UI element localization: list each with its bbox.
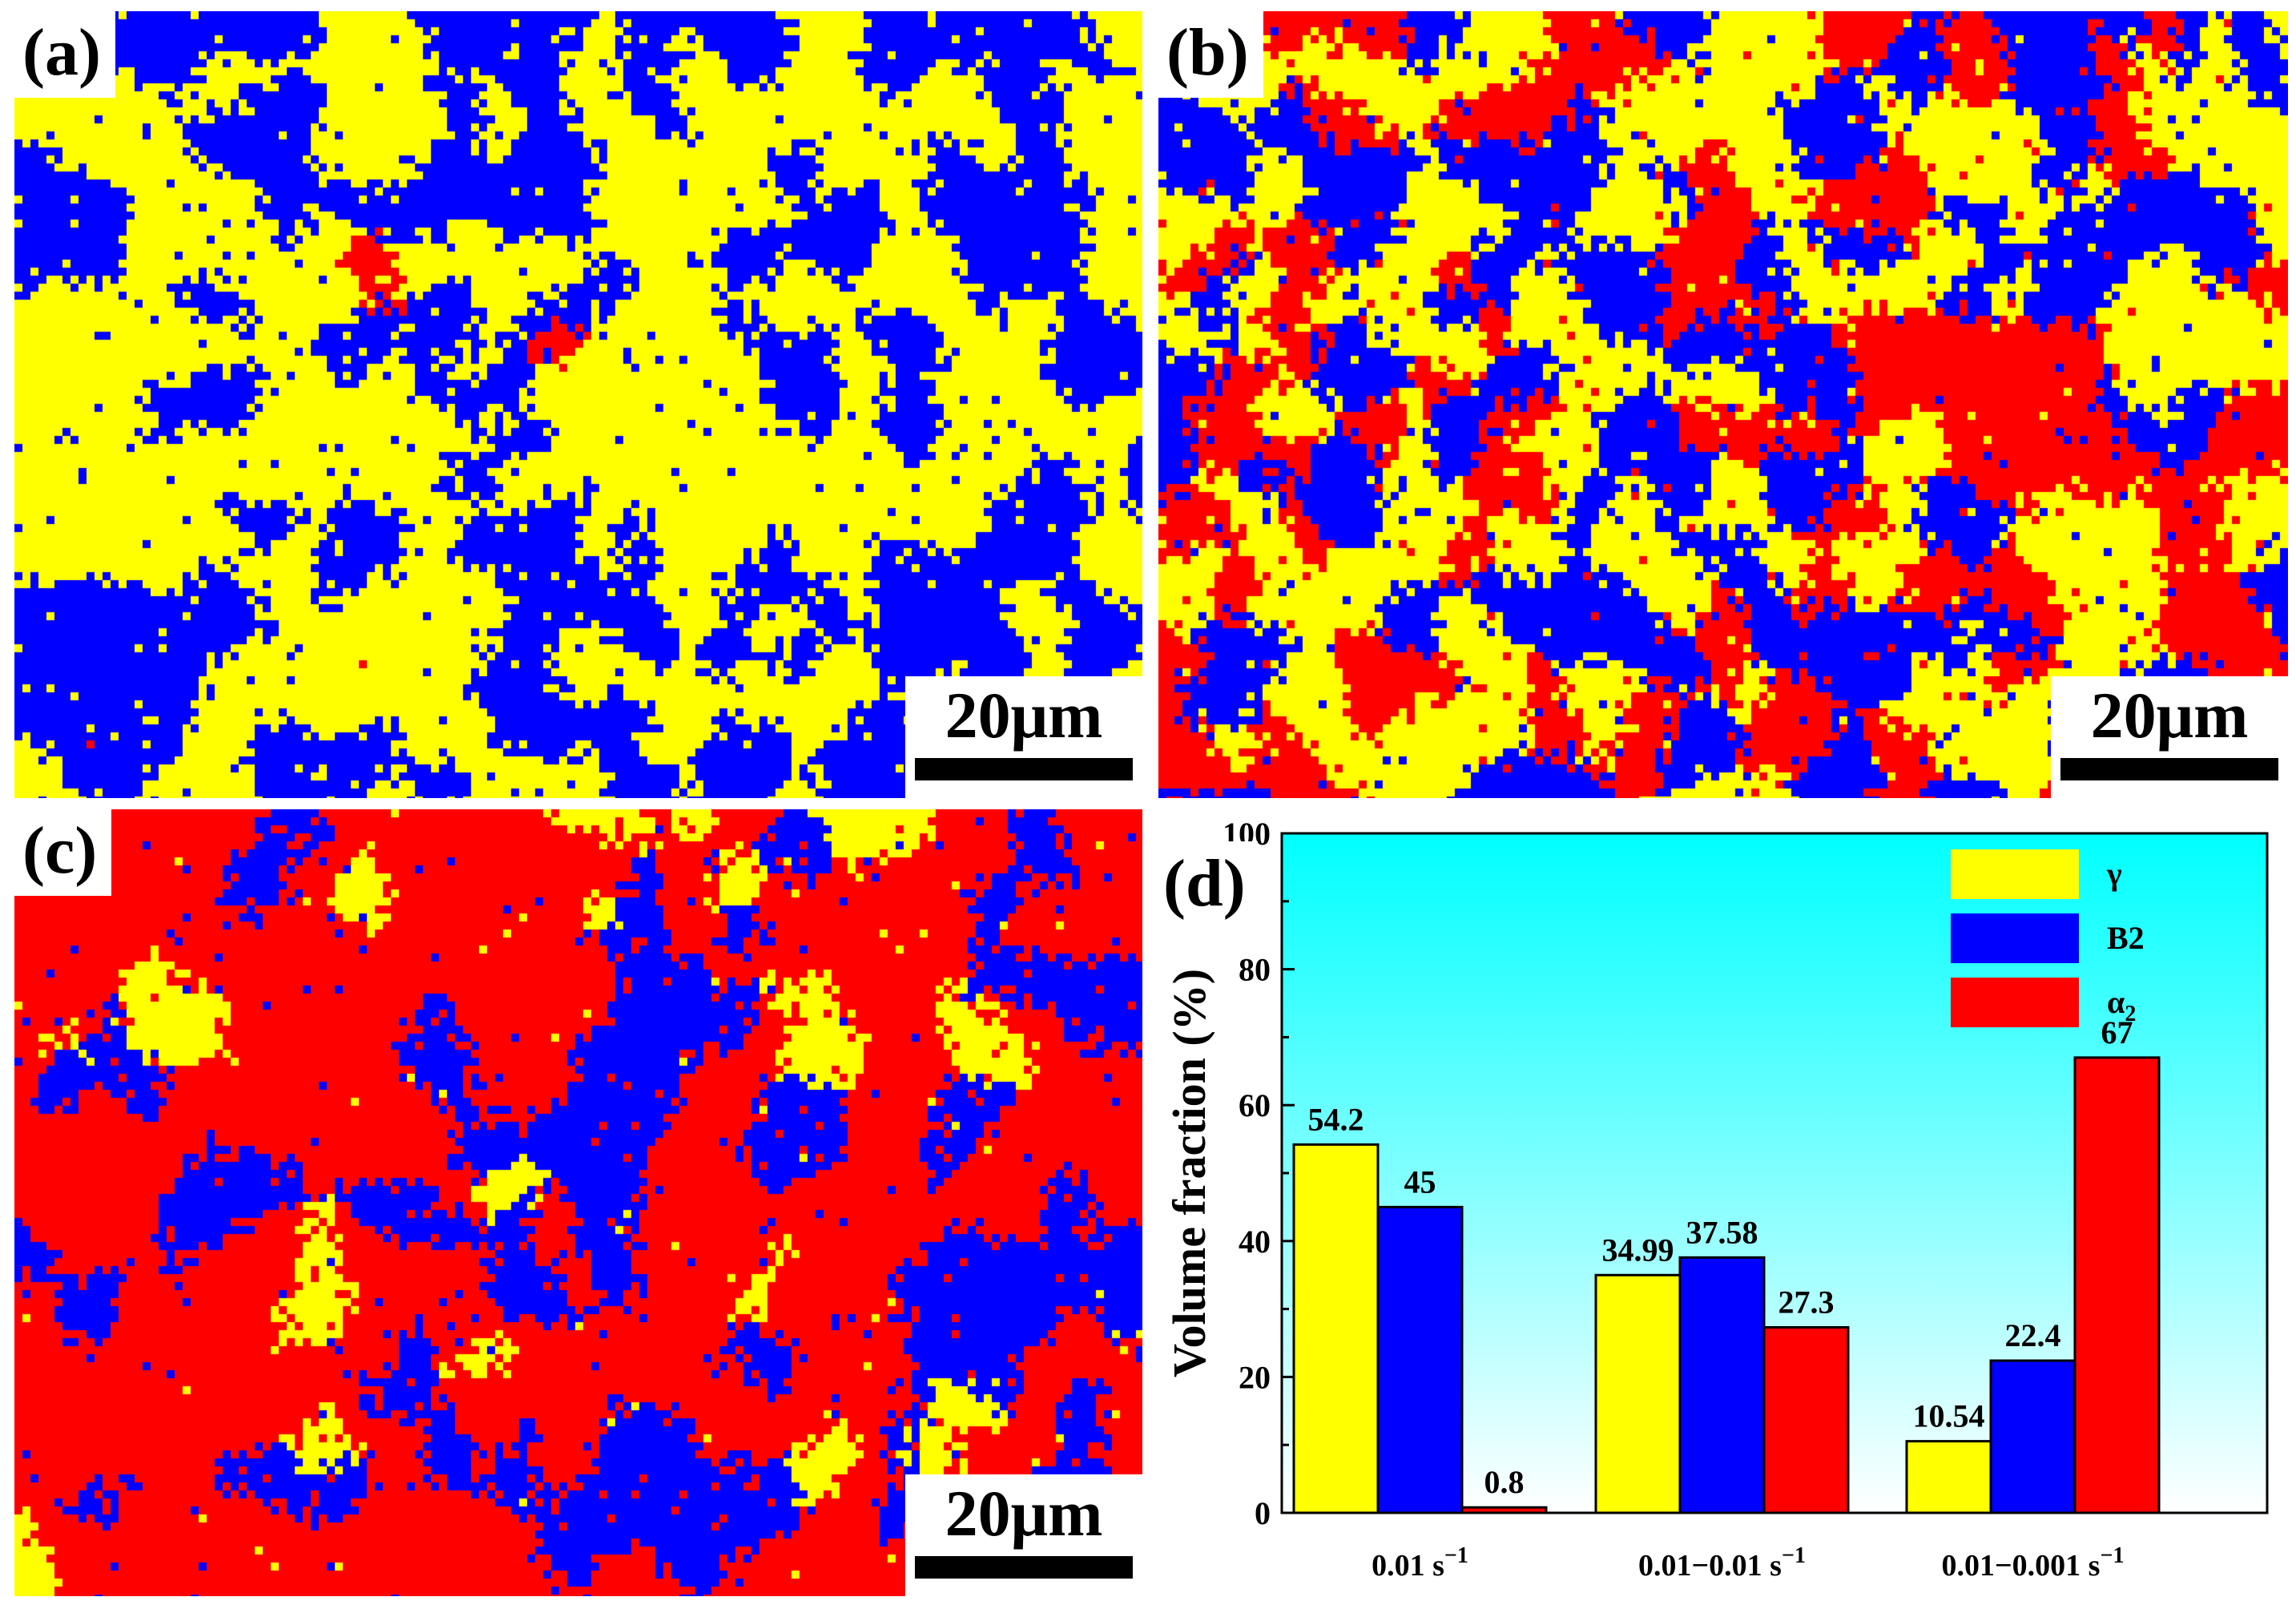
data-label: 34.99 bbox=[1602, 1232, 1674, 1268]
data-label: 37.58 bbox=[1686, 1214, 1758, 1250]
bar-1-2 bbox=[1989, 1359, 2076, 1514]
x-tick-label: 0.01−0.001 s−1 bbox=[1942, 1543, 2125, 1583]
scale-bar-text-a: 20μm bbox=[945, 679, 1103, 752]
legend-swatch bbox=[1951, 978, 2079, 1027]
x-tick-label-superscript: −1 bbox=[2100, 1543, 2124, 1568]
y-tick-label: 20 bbox=[1239, 1359, 1271, 1395]
y-tick-label: 40 bbox=[1239, 1224, 1271, 1260]
y-tick-label: 80 bbox=[1239, 952, 1271, 988]
data-label: 54.2 bbox=[1308, 1101, 1364, 1137]
data-label: 27.3 bbox=[1778, 1284, 1835, 1320]
scale-bar-b: 20μm bbox=[2051, 676, 2288, 798]
phase-map-image-c bbox=[14, 809, 1142, 1596]
data-label: 0.8 bbox=[1484, 1464, 1525, 1500]
bar-1-1 bbox=[1678, 1256, 1766, 1514]
data-label: 10.54 bbox=[1913, 1398, 1985, 1434]
data-label: 67 bbox=[2101, 1014, 2133, 1050]
x-tick-label-superscript: −1 bbox=[1782, 1543, 1806, 1568]
ebsd-map-b: (b) 20μm bbox=[1158, 11, 2288, 798]
ebsd-map-a: (a) 20μm bbox=[14, 11, 1142, 798]
legend-swatch bbox=[1951, 913, 2079, 963]
ebsd-map-c: (c) 20μm bbox=[14, 809, 1142, 1596]
x-tick-label: 0.01 s−1 bbox=[1372, 1543, 1468, 1583]
phase-map-image-a bbox=[14, 11, 1142, 798]
bar-0-2 bbox=[1905, 1440, 1992, 1514]
data-label: 22.4 bbox=[2005, 1317, 2061, 1353]
scale-bar-line-a bbox=[915, 758, 1133, 780]
legend-label: γ bbox=[2106, 856, 2122, 892]
bar-1-0 bbox=[1376, 1205, 1464, 1514]
x-tick-label-superscript: −1 bbox=[1444, 1543, 1468, 1568]
legend-subscript: 2 bbox=[2125, 1002, 2136, 1026]
bar-2-2 bbox=[2073, 1056, 2161, 1514]
phase-map-image-b bbox=[1158, 11, 2288, 798]
x-tick-label: 0.01−0.01 s−1 bbox=[1638, 1543, 1806, 1583]
y-axis-title: Volume fraction (%) bbox=[1163, 969, 1215, 1377]
bar-2-1 bbox=[1762, 1325, 1850, 1514]
legend-label: B2 bbox=[2107, 920, 2145, 956]
panel-label-a: (a) bbox=[14, 11, 115, 98]
bar-0-1 bbox=[1594, 1273, 1682, 1514]
panel-label-b: (b) bbox=[1158, 11, 1263, 98]
panel-label-d: (d) bbox=[1163, 846, 1246, 921]
scale-bar-text-b: 20μm bbox=[2090, 679, 2249, 752]
scale-bar-a: 20μm bbox=[905, 676, 1142, 798]
scale-bar-c: 20μm bbox=[905, 1474, 1142, 1596]
panel-label-d-bg bbox=[1154, 841, 1258, 930]
panel-label-c: (c) bbox=[14, 809, 112, 896]
y-tick-label: 0 bbox=[1255, 1495, 1271, 1531]
data-label: 45 bbox=[1404, 1163, 1436, 1200]
y-tick-label: 60 bbox=[1239, 1087, 1271, 1123]
scale-bar-line-b bbox=[2060, 758, 2278, 780]
scale-bar-line-c bbox=[915, 1556, 1133, 1579]
bar-2-0 bbox=[1460, 1506, 1548, 1514]
legend-swatch bbox=[1951, 849, 2079, 899]
scale-bar-text-c: 20μm bbox=[945, 1477, 1103, 1550]
bar-0-0 bbox=[1292, 1143, 1380, 1514]
